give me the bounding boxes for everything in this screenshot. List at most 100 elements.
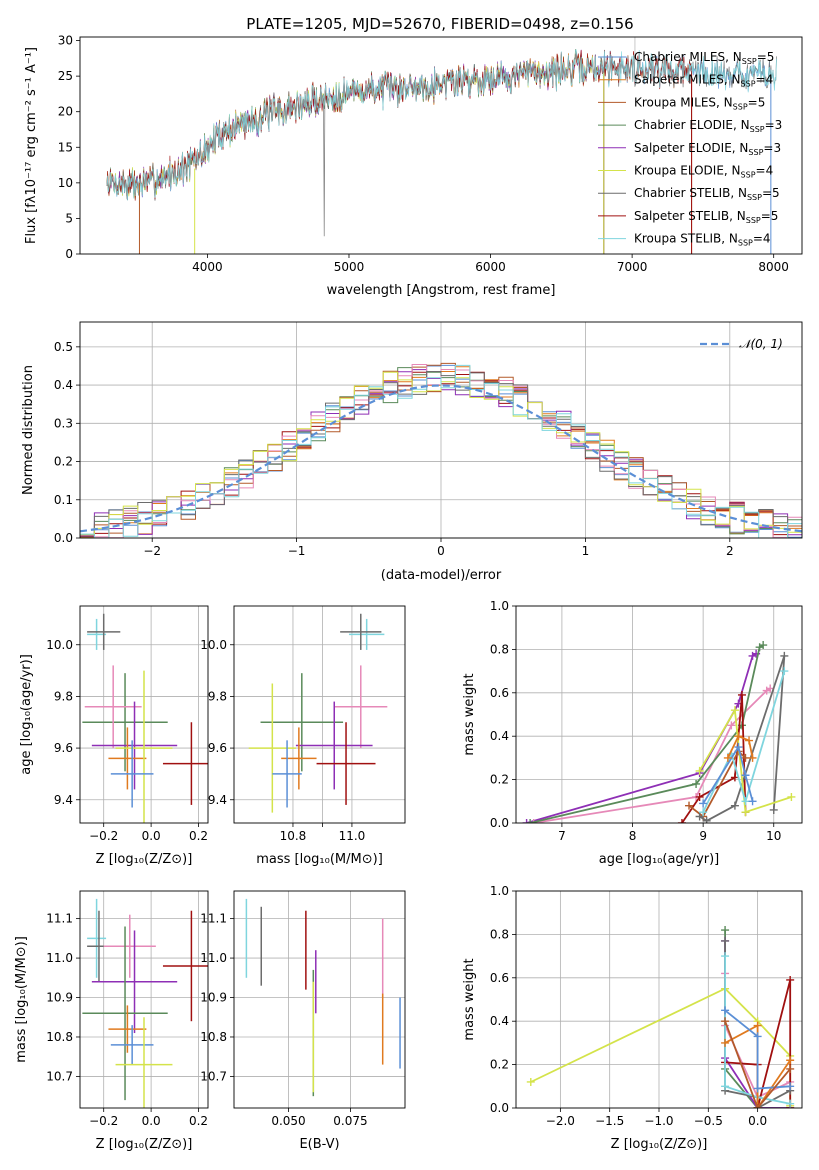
histogram-series <box>80 364 802 538</box>
y-axis-label: age [log₁₀(age/yr)] <box>19 654 34 775</box>
y-tick-label: 9.8 <box>208 689 227 703</box>
y-tick-label: 9.6 <box>208 741 227 755</box>
plot-area <box>526 926 795 1108</box>
weight-marker <box>699 808 708 817</box>
x-tick-label: 0.0 <box>748 1114 767 1128</box>
weight-marker <box>685 801 694 810</box>
weight-marker <box>721 1017 730 1026</box>
x-axis-label: E(B-V) <box>299 1137 339 1152</box>
weight-line <box>529 644 764 823</box>
x-tick-label: 0.0 <box>142 829 161 843</box>
y-axis-label: mass weight <box>462 958 477 1040</box>
plot-residuals: −2 −1 0 1 2 0.0 0.1 0.2 0.3 0.4 0.5 (data-model)/er… <box>21 321 803 583</box>
errorbar-point <box>162 910 208 1022</box>
x-axis-label: wavelength [Angstrom, rest frame] <box>327 283 556 298</box>
y-tick-label: 9.4 <box>54 793 73 807</box>
weight-series <box>526 641 768 823</box>
weight-marker <box>721 936 730 945</box>
weight-series <box>695 706 796 817</box>
y-tick-label: 0 <box>65 247 73 261</box>
weight-line <box>725 979 792 1108</box>
x-tick-label: 0.2 <box>189 829 208 843</box>
errorbar-point <box>84 665 142 749</box>
x-tick-label: −0.5 <box>694 1114 723 1128</box>
x-tick-label: 0.075 <box>333 1114 367 1128</box>
weight-marker <box>769 805 778 814</box>
errorbar-point <box>103 914 156 978</box>
weight-marker <box>745 736 754 745</box>
weight-marker <box>780 651 789 660</box>
weight-line <box>702 744 754 804</box>
x-axis-label: Z [log₁₀(Z/Z⊙)] <box>611 1137 708 1152</box>
axes-frame <box>79 36 803 255</box>
y-tick-label: 5 <box>65 211 73 225</box>
x-axis-label: (data-model)/error <box>381 568 502 583</box>
x-tick-label: −2.0 <box>546 1114 575 1128</box>
legend-entry: 𝒩(0, 1) <box>739 337 783 351</box>
weight-marker <box>737 690 746 699</box>
y-tick-label: 0.3 <box>54 416 73 430</box>
errorbar-point <box>91 930 178 1034</box>
plot-z-mass: −0.2 0.0 0.2 10.7 10.8 10.9 11.0 11.1 Z [log₁₀(Z… <box>14 890 209 1152</box>
weight-marker <box>695 792 704 801</box>
weight-marker <box>786 1064 795 1073</box>
y-tick-label: 0.2 <box>490 1058 509 1072</box>
y-axis-label: mass [log₁₀(M/M⊙)] <box>14 936 29 1063</box>
errorbar-point <box>108 727 147 790</box>
weight-marker <box>727 721 736 730</box>
x-axis-label: age [log₁₀(age/yr)] <box>599 852 720 867</box>
x-tick-label: 5000 <box>334 260 365 274</box>
errorbar-point <box>334 665 388 749</box>
weight-line <box>702 670 786 813</box>
y-tick-label: 0.4 <box>490 1014 509 1028</box>
plot-area <box>245 898 401 1097</box>
errorbar-point <box>87 613 121 650</box>
x-tick-label: 8 <box>629 829 637 843</box>
y-tick-label: 0.0 <box>54 531 73 545</box>
y-axis-label: Normed distribution <box>21 365 36 495</box>
weight-marker <box>721 1006 730 1015</box>
y-tick-label: 9.6 <box>54 741 73 755</box>
gridlines <box>516 890 802 1109</box>
errorbar-point <box>115 670 173 823</box>
x-tick-label: 0.2 <box>189 1114 208 1128</box>
x-axis-label: Z [log₁₀(Z/Z⊙)] <box>96 852 193 867</box>
y-tick-label: 0.6 <box>490 686 509 700</box>
plot-area <box>522 641 796 823</box>
legend-entry: Salpeter ELODIE, NSSP=3 <box>634 141 781 157</box>
legend-entry: Kroupa MILES, NSSP=5 <box>634 95 765 111</box>
weight-marker <box>741 797 750 806</box>
axes-frame <box>79 605 209 824</box>
x-tick-label: 4000 <box>192 260 223 274</box>
x-tick-label: 8000 <box>758 260 789 274</box>
axes-frame <box>233 605 406 824</box>
y-tick-label: 0.0 <box>490 1101 509 1115</box>
y-tick-label: 10.0 <box>200 638 227 652</box>
x-tick-label: 6000 <box>475 260 506 274</box>
errorbar-point <box>316 722 376 805</box>
y-tick-label: 0.2 <box>54 455 73 469</box>
gridlines <box>234 891 405 1108</box>
y-axis-label: mass weight <box>462 673 477 755</box>
weight-line <box>530 987 792 1106</box>
weight-marker <box>741 808 750 817</box>
errorbar-point <box>87 618 107 650</box>
errorbar-point <box>108 1005 147 1053</box>
x-tick-label: −2 <box>143 544 161 558</box>
weight-marker <box>721 952 730 961</box>
errorbar-point <box>340 613 382 650</box>
x-axis-label: mass [log₁₀(M/M⊙)] <box>256 852 383 867</box>
legend-entry: Chabrier STELIB, NSSP=5 <box>634 186 780 202</box>
x-tick-label: 7 <box>558 829 566 843</box>
legend-entry: Chabrier MILES, NSSP=5 <box>634 50 774 66</box>
plot-area <box>80 362 802 538</box>
weight-marker <box>780 667 789 676</box>
normal-reference-curve <box>80 384 802 533</box>
weight-marker <box>677 819 686 823</box>
y-tick-label: 0.5 <box>54 340 73 354</box>
axes-frame <box>233 890 406 1109</box>
y-tick-label: 0.0 <box>490 816 509 830</box>
y-tick-label: 10.8 <box>46 1030 73 1044</box>
gridlines <box>234 606 405 823</box>
